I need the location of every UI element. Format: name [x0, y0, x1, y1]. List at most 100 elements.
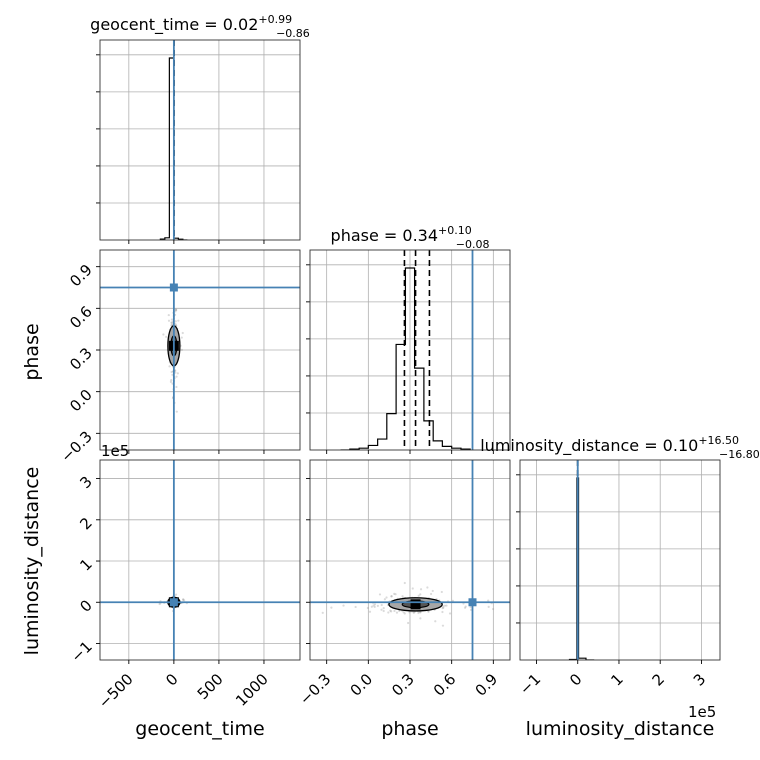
scatter-point: [419, 611, 422, 614]
scatter-point: [417, 611, 420, 615]
scatter-point: [412, 611, 415, 614]
scatter-point: [368, 610, 372, 613]
scatter-point: [170, 318, 174, 321]
scatter-point: [182, 598, 185, 601]
y-tick-label-luminosity-distance: 2: [76, 514, 95, 533]
scatter-point: [442, 606, 445, 609]
scatter-point: [182, 598, 185, 601]
scatter-point: [342, 604, 345, 607]
scatter-point: [380, 603, 383, 607]
scatter-point: [321, 611, 324, 614]
truth-marker: [169, 283, 178, 292]
y-tick-label-luminosity-distance: 3: [76, 473, 95, 492]
x-tick-label-phase: 0.3: [388, 670, 418, 700]
scatter-point: [174, 320, 177, 323]
text-layer: geocent_time = 0.02+0.99 −0.86 phase = 0.…: [21, 13, 760, 740]
scatter-point: [492, 607, 495, 611]
offset-label-y: 1e5: [101, 442, 129, 460]
scatter-point: [427, 610, 430, 613]
scatter-point: [170, 370, 173, 374]
scatter-point: [174, 308, 177, 311]
scatter-point: [175, 410, 178, 413]
axes-frames: [96, 39, 721, 664]
scatter-point: [402, 611, 405, 614]
offset-label-x: 1e5: [688, 703, 716, 721]
scatter-point: [408, 611, 411, 614]
y-tick-label-phase: 0.0: [66, 386, 96, 416]
axes-frame: [99, 39, 301, 241]
panel-phase: [340, 250, 474, 450]
scatter-point: [390, 594, 393, 598]
x-tick-label-luminosity-distance: 1: [607, 670, 626, 689]
axes-frame: [99, 459, 301, 661]
title-geocent-time-main: geocent_time = 0.02: [90, 15, 258, 35]
x-tick-label-geocent-time: 0: [162, 670, 181, 689]
title-geocent-time: geocent_time = 0.02+0.99 −0.86: [90, 13, 310, 40]
scatter-point: [181, 331, 184, 335]
scatter-point: [426, 586, 429, 589]
x-tick-label-luminosity-distance: 0: [566, 670, 585, 689]
scatter-point: [175, 308, 178, 312]
y-tick-label-phase: 0.9: [66, 261, 96, 291]
scatter-point: [398, 609, 401, 613]
x-tick-label-phase: 0.0: [347, 670, 377, 700]
title-phase-main: phase = 0.34: [331, 226, 438, 245]
scatter-point: [373, 605, 376, 608]
xlabel-luminosity-distance: luminosity_distance: [526, 718, 715, 740]
x-tick-label-luminosity-distance: −1: [516, 670, 544, 698]
scatter-point: [174, 310, 177, 313]
scatter-point: [443, 604, 446, 607]
scatter-point: [431, 589, 434, 593]
scatter-point: [429, 592, 433, 596]
title-phase-minus: −0.08: [456, 238, 490, 251]
scatter-point: [401, 595, 404, 598]
scatter-point: [370, 605, 373, 608]
scatter-point: [158, 602, 161, 606]
scatter-point: [174, 324, 178, 327]
x-tick-label-geocent-time: 500: [194, 670, 227, 703]
scatter-point: [170, 378, 173, 382]
scatter-point: [419, 588, 423, 591]
scatter-point: [441, 624, 445, 627]
scatter-point: [175, 385, 178, 389]
ylabel-luminosity-distance: luminosity_distance: [21, 467, 43, 656]
scatter-point: [170, 321, 173, 325]
scatter-point: [176, 372, 179, 375]
scatter-point: [393, 609, 396, 613]
scatter-point: [442, 605, 445, 608]
scatter-point: [380, 608, 383, 611]
y-tick-label-phase: −0.3: [57, 427, 95, 465]
scatter-point: [162, 333, 165, 336]
scatter-point: [174, 593, 178, 596]
axes-frame: [519, 459, 721, 661]
scatter-point: [376, 604, 379, 607]
scatter-point: [419, 617, 422, 620]
y-tick-label-phase: 0.6: [66, 302, 96, 332]
scatter-point: [330, 606, 333, 609]
scatter-point: [448, 612, 452, 615]
title-luminosity-distance: luminosity_distance = 0.10+16.50 −16.80: [480, 434, 760, 461]
x-tick-label-luminosity-distance: 2: [649, 670, 668, 689]
scatter-point: [463, 606, 467, 609]
title-geocent-time-plus: +0.99: [258, 13, 292, 26]
scatter-point: [417, 594, 420, 597]
scatter-point: [382, 609, 385, 613]
scatter-point: [307, 619, 309, 621]
scatter-point: [167, 319, 171, 322]
data-layer: [100, 40, 595, 660]
title-luminosity-distance-plus: +16.50: [698, 434, 739, 447]
histogram-phase: [340, 267, 471, 450]
scatter-point: [469, 606, 472, 609]
title-luminosity-distance-minus: −16.80: [719, 448, 760, 461]
scatter-point: [441, 610, 444, 614]
ylabel-phase: phase: [21, 323, 43, 380]
scatter-point: [385, 596, 388, 599]
x-tick-label-phase: −0.3: [296, 670, 334, 708]
title-luminosity-distance-main: luminosity_distance = 0.10: [480, 436, 698, 456]
scatter-point: [510, 603, 512, 605]
scatter-point: [180, 336, 183, 339]
scatter-point: [395, 611, 399, 614]
scatter-point: [403, 612, 406, 615]
scatter-point: [487, 599, 490, 602]
